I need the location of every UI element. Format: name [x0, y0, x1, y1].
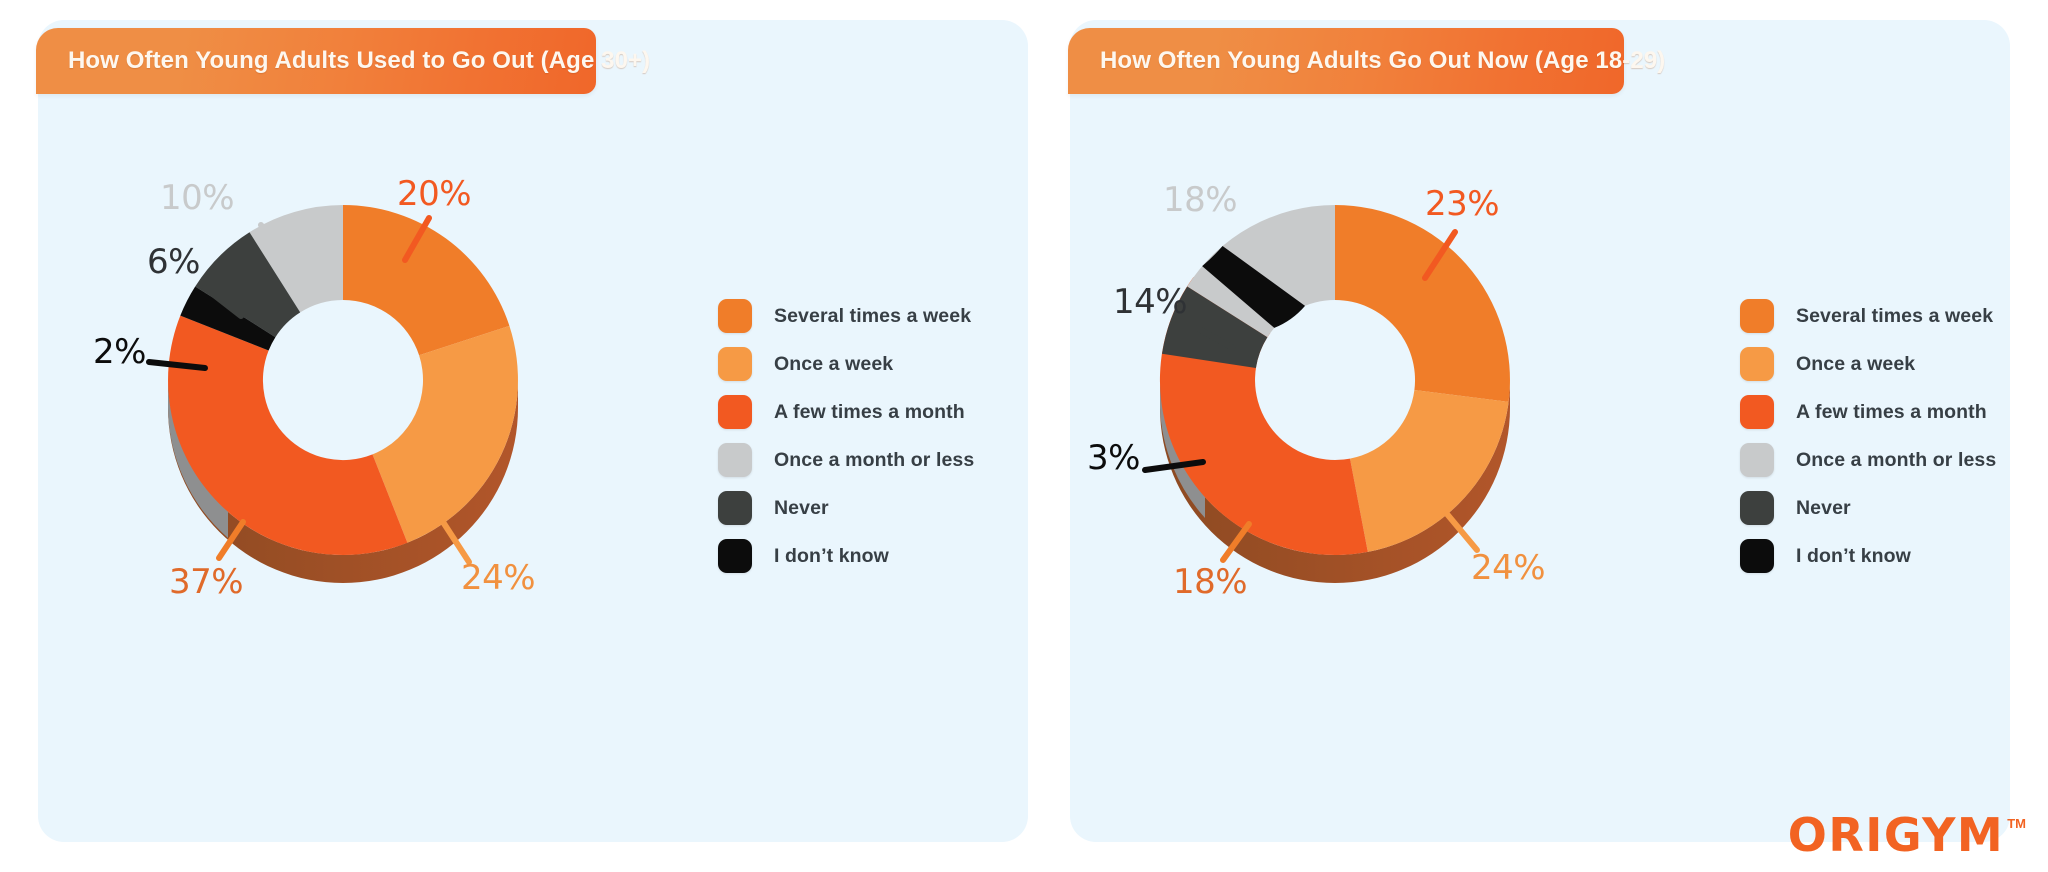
legend-swatch-a-few-times-a-month	[1740, 395, 1774, 429]
legend-label-once-a-month-or-less: Once a month or less	[1796, 448, 1997, 471]
chart-title-banner-right: How Often Young Adults Go Out Now (Age 1…	[1068, 28, 1665, 94]
donut-segments-left	[168, 205, 518, 555]
legend-label-i-dont-know: I don’t know	[774, 544, 889, 567]
donut-chart-age-30-plus: 10% 20% 6% 2% 37% 24%	[93, 170, 553, 602]
pct-label-once-a-week-right: 24%	[1471, 548, 1546, 588]
pct-label-once-a-month-or-less-left: 10%	[160, 178, 235, 218]
donut-leader-lines-right	[1142, 225, 1480, 563]
pct-label-never-right: 14%	[1113, 282, 1188, 322]
segment-never	[1162, 286, 1268, 368]
pct-label-never-left: 6%	[147, 242, 200, 282]
legend-label-once-a-week: Once a week	[1796, 352, 1916, 375]
legend-item-several-times-a-week[interactable]: Several times a week	[718, 292, 974, 340]
legend-swatch-never	[718, 491, 752, 525]
chart-card-age-18-29: How Often Young Adults Go Out Now (Age 1…	[1068, 20, 2010, 842]
legend-swatch-once-a-month-or-less	[718, 443, 752, 477]
legend-item-i-dont-know[interactable]: I don’t know	[1740, 532, 1996, 580]
donut-chart-age-18-29: 18% 23% 14% 3% 18% 24%	[1087, 170, 1546, 602]
legend-label-several-times-a-week: Several times a week	[1796, 304, 1994, 327]
legend-label-never: Never	[774, 496, 829, 519]
legend-item-a-few-times-a-month[interactable]: A few times a month	[1740, 388, 1996, 436]
donut-segments-right	[1159, 205, 1510, 556]
legend-item-several-times-a-week[interactable]: Several times a week	[1740, 292, 1996, 340]
legend-swatch-several-times-a-week	[1740, 299, 1774, 333]
legend-swatch-i-dont-know	[1740, 539, 1774, 573]
legend-label-never: Never	[1796, 496, 1851, 519]
segment-i-dont-know	[180, 286, 276, 351]
segment-i-dont-know	[1202, 245, 1306, 328]
segment-never	[195, 232, 301, 338]
chart-title-banner-left: How Often Young Adults Used to Go Out (A…	[36, 28, 650, 94]
legend-item-once-a-month-or-less[interactable]: Once a month or less	[1740, 436, 1996, 484]
donut-depth-right	[1160, 380, 1510, 583]
legend-left: Several times a week Once a week A few t…	[718, 292, 974, 580]
legend-label-i-dont-know: I don’t know	[1796, 544, 1911, 567]
origym-logo[interactable]: ORIGYM TM	[1788, 812, 2026, 858]
segment-once-a-week	[372, 325, 518, 543]
chart-title-right: How Often Young Adults Go Out Now (Age 1…	[1100, 47, 1666, 74]
chart-card-age-30-plus: How Often Young Adults Used to Go Out (A…	[36, 20, 1028, 842]
chart-title-left: How Often Young Adults Used to Go Out (A…	[68, 47, 651, 74]
legend-label-a-few-times-a-month: A few times a month	[774, 400, 965, 423]
legend-item-once-a-month-or-less[interactable]: Once a month or less	[718, 436, 974, 484]
segment-several-times-a-week	[343, 205, 510, 356]
pct-label-several-times-a-week-left: 20%	[397, 174, 472, 214]
legend-swatch-once-a-week	[1740, 347, 1774, 381]
donut-leader-lines-left	[146, 215, 472, 565]
legend-label-a-few-times-a-month: A few times a month	[1796, 400, 1987, 423]
donut-svg-right	[1142, 205, 1510, 583]
pct-label-once-a-week-left: 24%	[461, 558, 536, 598]
legend-item-never[interactable]: Never	[1740, 484, 1996, 532]
legend-swatch-once-a-week	[718, 347, 752, 381]
legend-item-i-dont-know[interactable]: I don’t know	[718, 532, 974, 580]
pct-label-a-few-times-a-month-left: 37%	[169, 562, 244, 602]
legend-label-once-a-week: Once a week	[774, 352, 894, 375]
segment-several-times-a-week	[1335, 205, 1510, 402]
legend-item-a-few-times-a-month[interactable]: A few times a month	[718, 388, 974, 436]
logo-wordmark: ORIGYM	[1787, 808, 2005, 862]
segment-once-a-month-or-less	[249, 205, 343, 313]
legend-swatch-a-few-times-a-month	[718, 395, 752, 429]
donut-svg-left	[146, 205, 518, 583]
legend-swatch-never	[1740, 491, 1774, 525]
legend-label-several-times-a-week: Several times a week	[774, 304, 972, 327]
pct-label-i-dont-know-right: 3%	[1087, 438, 1140, 478]
segment-a-few-times-a-month	[168, 315, 408, 555]
legend-item-never[interactable]: Never	[718, 484, 974, 532]
legend-item-once-a-week[interactable]: Once a week	[718, 340, 974, 388]
pct-label-once-a-month-or-less-right: 18%	[1163, 180, 1238, 220]
legend-swatch-once-a-month-or-less	[1740, 443, 1774, 477]
segment-once-a-week	[1350, 390, 1509, 552]
legend-swatch-i-dont-know	[718, 539, 752, 573]
donut-depth-left	[168, 380, 518, 583]
pct-label-several-times-a-week-right: 23%	[1425, 184, 1500, 224]
legend-right: Several times a week Once a week A few t…	[1740, 292, 1996, 580]
trademark-symbol: TM	[2007, 816, 2026, 831]
legend-label-once-a-month-or-less: Once a month or less	[774, 448, 975, 471]
legend-item-once-a-week[interactable]: Once a week	[1740, 340, 1996, 388]
pct-label-a-few-times-a-month-right: 18%	[1173, 562, 1248, 602]
legend-swatch-several-times-a-week	[718, 299, 752, 333]
pct-label-i-dont-know-left: 2%	[93, 332, 146, 372]
